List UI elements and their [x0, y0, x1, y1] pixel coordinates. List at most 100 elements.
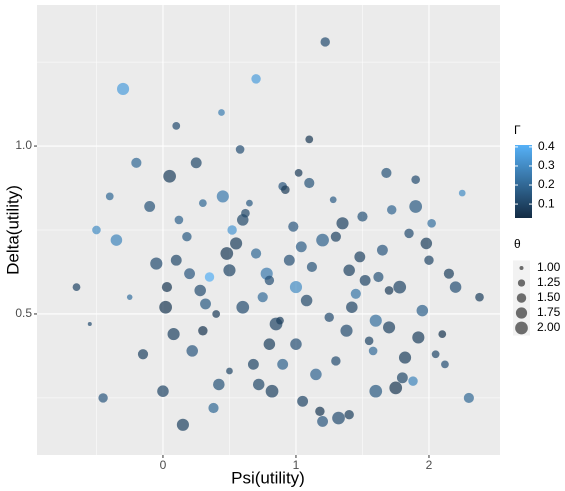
point	[220, 247, 234, 260]
point	[163, 169, 176, 183]
point	[264, 275, 275, 286]
point	[265, 384, 279, 398]
y-tick-label: 0.5	[15, 306, 32, 320]
point	[295, 241, 307, 253]
point	[458, 189, 466, 197]
point	[263, 338, 276, 350]
size-tick-label: 1.25	[537, 275, 561, 289]
point	[251, 74, 261, 84]
color-tick-label: 0.3	[538, 158, 555, 172]
point	[404, 228, 414, 239]
point	[126, 294, 133, 300]
point	[438, 330, 447, 338]
point	[157, 385, 169, 397]
point	[368, 346, 378, 356]
x-tick-label: 1	[293, 458, 300, 472]
point	[200, 298, 211, 310]
point	[174, 215, 184, 225]
point	[289, 281, 303, 294]
color-bar	[515, 145, 532, 218]
point	[393, 280, 407, 294]
point	[315, 406, 325, 417]
point	[212, 310, 221, 318]
point	[137, 349, 149, 360]
point	[300, 294, 313, 307]
point	[431, 350, 440, 359]
point	[290, 338, 302, 350]
legend-point	[515, 321, 528, 335]
point	[198, 199, 207, 208]
point	[317, 415, 329, 427]
point	[357, 211, 368, 222]
point	[276, 316, 284, 325]
point	[190, 157, 202, 169]
point	[227, 225, 237, 235]
point	[198, 326, 208, 336]
point	[110, 234, 123, 246]
point	[396, 372, 408, 384]
point	[170, 254, 182, 266]
size-tick-label: 1.50	[537, 290, 561, 304]
point	[346, 301, 358, 313]
size-legend-title: θ	[514, 237, 521, 251]
point	[257, 292, 268, 303]
y-axis-title: Delta(utility)	[3, 185, 22, 275]
size-tick-label: 1.75	[537, 305, 561, 319]
point	[223, 264, 236, 277]
point	[176, 418, 189, 431]
point	[172, 122, 181, 130]
color-tick-label: 0.4	[538, 139, 555, 153]
point	[463, 392, 474, 403]
color-legend-title: Γ	[514, 123, 521, 137]
point	[449, 281, 462, 293]
point	[420, 237, 433, 250]
point	[306, 261, 318, 273]
x-tick-label: 0	[160, 458, 167, 472]
point	[92, 225, 101, 235]
point	[297, 395, 309, 407]
point	[398, 351, 412, 364]
point	[359, 274, 371, 286]
point	[443, 268, 455, 279]
legend-point	[516, 293, 527, 303]
point	[340, 324, 353, 337]
point	[167, 328, 180, 341]
point	[427, 218, 436, 228]
point	[277, 358, 289, 370]
point	[87, 322, 92, 327]
point	[116, 82, 130, 96]
point	[475, 292, 484, 302]
point	[383, 321, 396, 334]
point	[329, 196, 337, 204]
point	[412, 331, 425, 344]
point	[131, 157, 142, 168]
point	[336, 217, 349, 230]
point	[373, 271, 384, 283]
point	[226, 367, 233, 375]
point	[316, 233, 329, 247]
point	[320, 37, 330, 47]
point	[159, 300, 172, 314]
point	[246, 199, 253, 207]
point	[389, 381, 403, 395]
point	[186, 345, 198, 357]
point	[161, 282, 173, 293]
x-tick-label: 2	[426, 458, 433, 472]
point	[283, 254, 295, 266]
point	[364, 336, 374, 346]
point	[424, 255, 434, 265]
point	[408, 376, 418, 386]
point	[288, 221, 299, 232]
point	[218, 109, 225, 116]
point	[305, 135, 314, 144]
legend-point	[515, 307, 528, 319]
point	[324, 312, 334, 323]
point	[332, 411, 345, 425]
point	[330, 231, 341, 242]
point	[235, 145, 245, 154]
point	[331, 356, 341, 366]
point	[204, 272, 215, 282]
point	[304, 177, 315, 189]
y-tick-label: 1.0	[15, 138, 32, 152]
